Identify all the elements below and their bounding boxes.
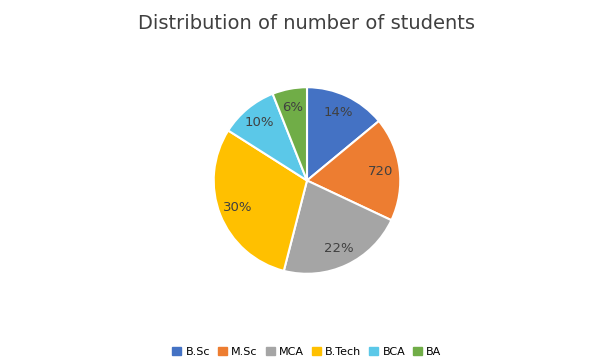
Wedge shape — [307, 121, 400, 220]
Text: 30%: 30% — [223, 201, 252, 214]
Wedge shape — [307, 87, 379, 180]
Wedge shape — [228, 94, 307, 180]
Text: 22%: 22% — [324, 242, 354, 255]
Title: Distribution of number of students: Distribution of number of students — [139, 14, 475, 34]
Text: 10%: 10% — [245, 117, 274, 130]
Wedge shape — [284, 180, 391, 274]
Wedge shape — [214, 131, 307, 271]
Wedge shape — [273, 87, 307, 180]
Text: 6%: 6% — [282, 101, 303, 114]
Text: 14%: 14% — [324, 106, 354, 119]
Text: 720: 720 — [368, 165, 394, 178]
Legend: B.Sc, M.Sc, MCA, B.Tech, BCA, BA: B.Sc, M.Sc, MCA, B.Tech, BCA, BA — [168, 343, 446, 361]
